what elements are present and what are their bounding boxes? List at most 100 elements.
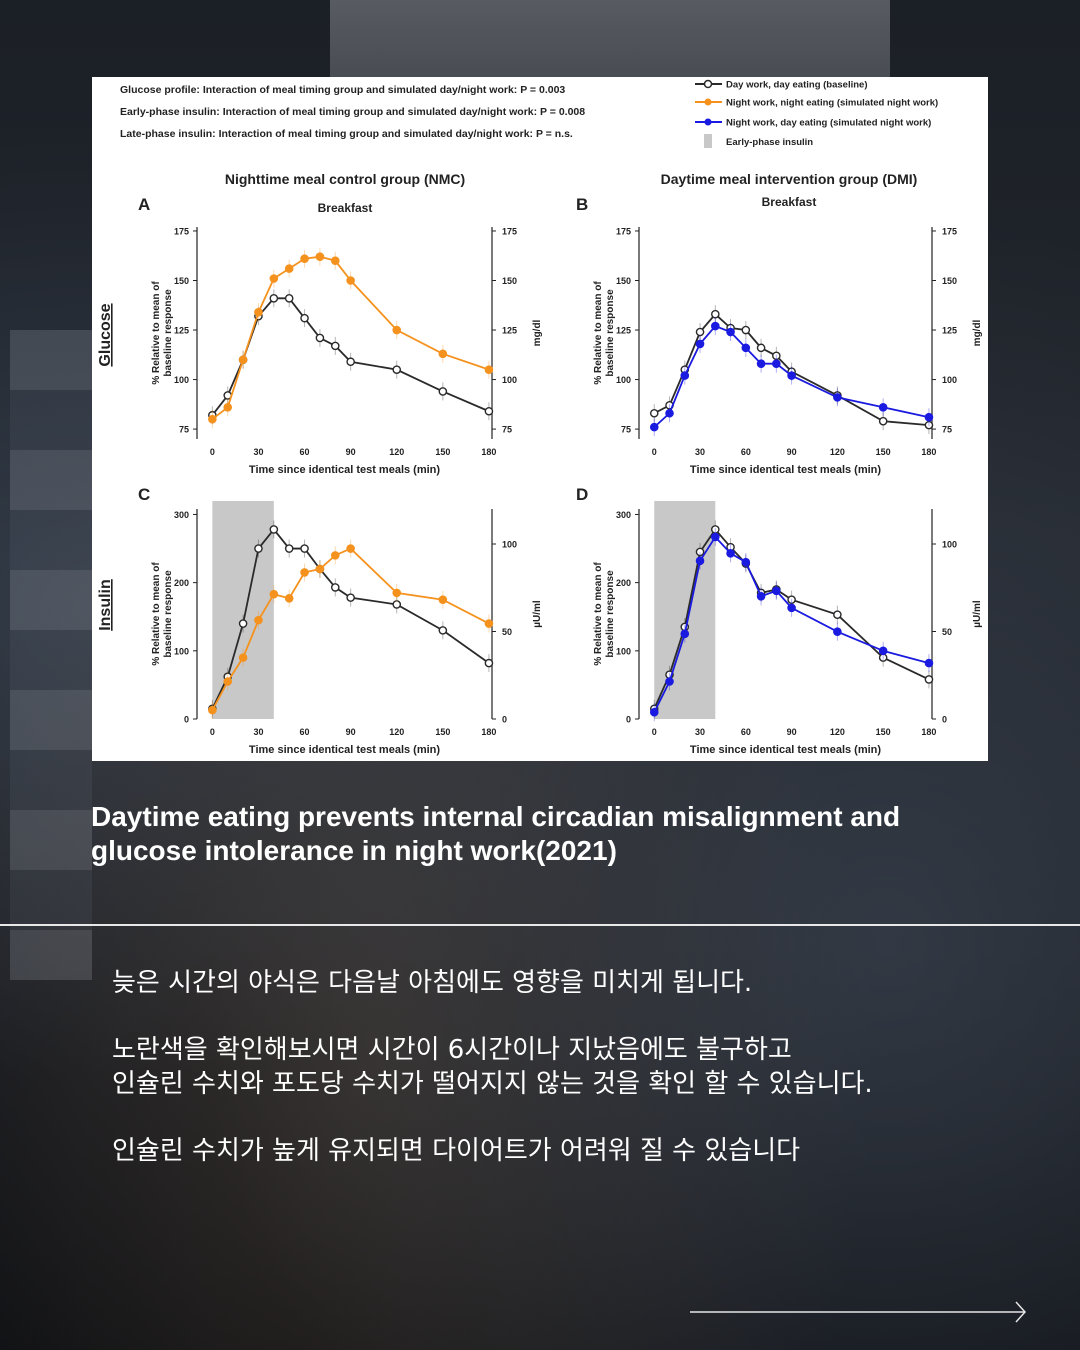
panel-letter-b: B [576, 195, 588, 214]
y-tick-label-left-d: 0 [626, 715, 631, 725]
y-tick-label-right-a: 100 [502, 375, 517, 385]
y-axis-label-b: % Relative to mean of [593, 281, 604, 385]
legend-day-eating-marker [704, 118, 712, 126]
data-point-night_eating-c [392, 588, 402, 598]
y-axis-unit-c: µU/ml [532, 600, 543, 628]
y-tick-label-left-b: 100 [616, 375, 631, 385]
legend-shade-label: Early-phase insulin [726, 137, 813, 148]
panel-b: B 75 100 125 150 175 75 100 125 150 175 0 30 60 90 120 1… [576, 195, 983, 476]
x-tick-label-a: 180 [481, 447, 496, 457]
data-point-baseline-a [300, 313, 309, 323]
stat-line-glucose: Glucose profile: Interaction of meal tim… [120, 84, 565, 96]
data-point-night_eating-a [238, 355, 248, 365]
stat-line-early-insulin: Early-phase insulin: Interaction of meal… [120, 106, 585, 118]
data-point-baseline-b [711, 309, 720, 319]
y-tick-label-left-b: 75 [621, 425, 631, 435]
data-point-day_eating-b [787, 371, 796, 380]
data-point-night_eating-a [315, 252, 325, 262]
row-label-insulin: Insulin [97, 579, 114, 631]
data-point-day_eating-d [787, 603, 796, 613]
x-tick-label-c: 150 [435, 727, 450, 737]
data-point-baseline-a [284, 294, 294, 303]
data-point-baseline-c [484, 658, 494, 668]
data-point-night_eating-c [269, 589, 279, 599]
next-arrow-icon[interactable] [690, 1299, 1028, 1325]
data-point-night_eating-c [438, 595, 448, 604]
x-tick-label-a: 120 [389, 447, 404, 457]
figure-canvas: Glucose profile: Interaction of meal tim… [97, 80, 983, 757]
data-point-baseline-a [269, 294, 279, 303]
x-tick-label-d: 30 [695, 727, 705, 737]
data-point-day_eating-d [772, 586, 781, 596]
data-point-baseline-b [695, 327, 705, 337]
y-tick-label-right-a: 75 [502, 425, 512, 435]
x-tick-label-b: 120 [830, 447, 845, 457]
y-axis-label-line2-a: baseline response [163, 289, 174, 377]
y-tick-label-right-a: 150 [502, 276, 517, 286]
x-axis-label-b: Time since identical test meals (min) [690, 464, 881, 476]
data-point-night_eating-a [208, 414, 217, 424]
legend-shade-swatch [704, 134, 712, 148]
x-tick-label-c: 60 [300, 727, 310, 737]
data-point-night_eating-a [284, 264, 294, 273]
data-point-night_eating-c [330, 551, 340, 560]
data-point-day_eating-d [695, 556, 705, 566]
x-tick-label-b: 30 [695, 447, 705, 457]
y-tick-label-left-c: 100 [174, 646, 189, 656]
x-tick-label-b: 60 [741, 447, 751, 457]
panel-a: A 75 100 125 150 175 75 100 125 150 175 0 30 60 90 120 1… [138, 195, 543, 476]
caption-line-2: glucose intolerance in night work(2021) [91, 835, 617, 866]
x-tick-label-c: 120 [389, 727, 404, 737]
x-tick-label-a: 0 [210, 447, 215, 457]
x-tick-label-d: 150 [876, 727, 891, 737]
x-tick-label-a: 60 [300, 447, 310, 457]
data-point-night_eating-a [223, 402, 233, 412]
data-point-baseline-b [772, 351, 781, 361]
data-point-baseline-c [238, 619, 248, 628]
y-tick-label-left-a: 125 [174, 326, 189, 336]
data-point-night_eating-c [223, 677, 233, 686]
y-tick-label-right-b: 125 [942, 326, 957, 336]
body-line-3: 인슐린 수치와 포도당 수치가 떨어지지 않는 것을 확인 할 수 있습니다. [112, 1069, 873, 1099]
data-point-day_eating-d [833, 627, 842, 637]
y-tick-label-left-c: 200 [174, 578, 189, 588]
data-point-baseline-d [833, 610, 842, 619]
chart-panels: A 75 100 125 150 175 75 100 125 150 175 0 30 60 90 120 1… [138, 195, 983, 756]
y-tick-label-left-d: 300 [616, 510, 631, 520]
data-point-night_eating-c [346, 544, 355, 553]
y-tick-label-right-b: 150 [942, 276, 957, 286]
early-phase-shade-d [654, 501, 716, 719]
data-point-day_eating-d [711, 532, 720, 542]
x-tick-label-a: 150 [435, 447, 450, 457]
y-tick-label-right-b: 75 [942, 425, 952, 435]
data-point-night_eating-c [315, 564, 325, 574]
y-tick-label-right-a: 175 [502, 226, 517, 236]
y-tick-label-left-a: 75 [179, 425, 189, 435]
x-tick-label-c: 30 [253, 727, 263, 737]
x-tick-label-b: 90 [787, 447, 797, 457]
x-tick-label-b: 0 [652, 447, 657, 457]
data-point-night_eating-a [346, 276, 355, 285]
y-axis-label-line2-d: baseline response [605, 570, 616, 658]
data-point-day_eating-d [924, 658, 934, 668]
x-axis-label-d: Time since identical test meals (min) [690, 744, 881, 756]
y-axis-unit-a: mg/dl [532, 319, 543, 346]
x-axis-label-a: Time since identical test meals (min) [249, 464, 440, 476]
y-tick-label-right-c: 50 [502, 627, 512, 637]
caption-line-1: Daytime eating prevents internal circadi… [91, 801, 901, 832]
data-point-day_eating-b [924, 412, 934, 422]
y-tick-label-left-c: 300 [174, 510, 189, 520]
y-tick-label-left-b: 150 [616, 276, 631, 286]
background-poster-wall [10, 330, 92, 980]
research-figure: Glucose profile: Interaction of meal tim… [92, 77, 988, 761]
legend-day-eating-label: Night work, day eating (simulated night … [726, 118, 931, 129]
data-point-baseline-d [695, 547, 705, 557]
panel-letter-a: A [138, 195, 150, 214]
data-point-day_eating-b [756, 359, 766, 369]
data-point-day_eating-b [649, 422, 659, 432]
section-divider [0, 924, 1080, 926]
y-tick-label-right-c: 0 [502, 715, 507, 725]
y-tick-label-right-d: 0 [942, 715, 947, 725]
legend-night-eating-label: Night work, night eating (simulated nigh… [726, 98, 938, 109]
body-text: 늦은 시간의 야식은 다음날 아침에도 영향을 미치게 됩니다. 노란색을 확인… [112, 966, 1012, 1168]
